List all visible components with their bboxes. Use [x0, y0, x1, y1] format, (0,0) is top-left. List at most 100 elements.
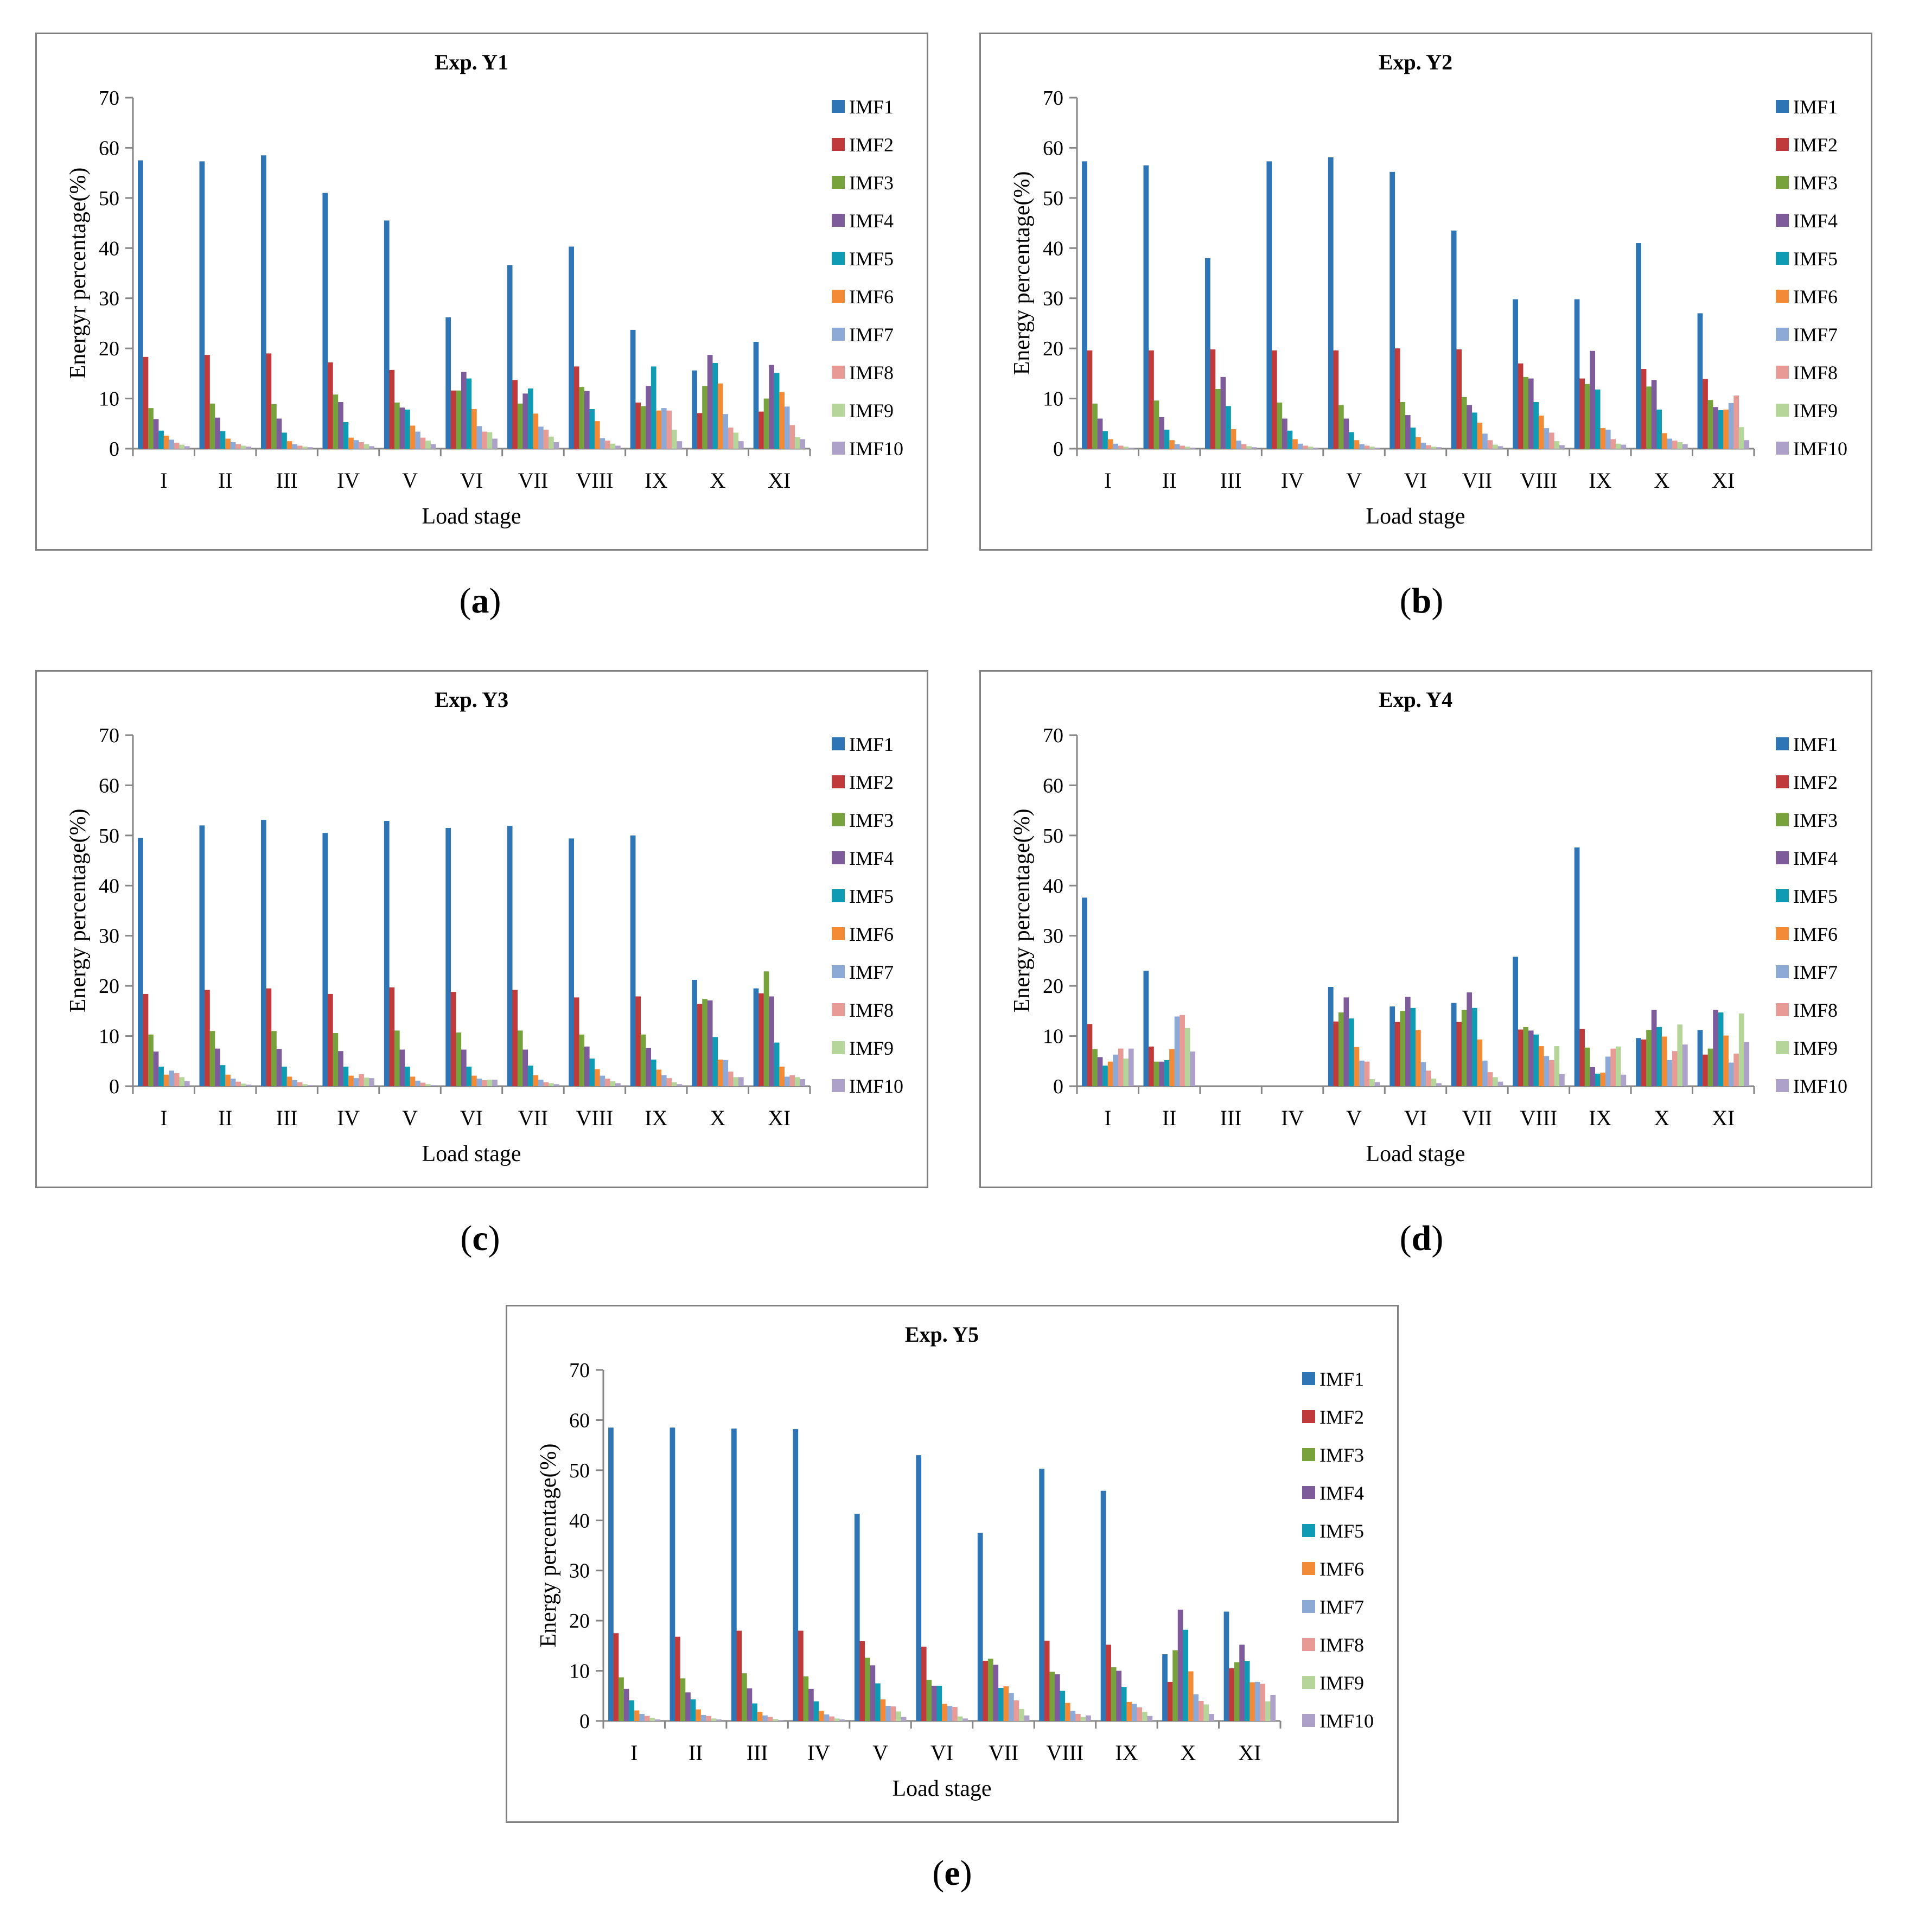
y-tick-label: 10 — [99, 388, 119, 411]
bar-imf3-x — [702, 999, 707, 1086]
bar-imf3-vii — [517, 1030, 523, 1086]
bar-imf9-viii — [1554, 1046, 1560, 1086]
bar-imf8-v — [890, 1706, 896, 1721]
bar-imf9-viii — [1080, 1717, 1086, 1721]
bar-imf2-i — [613, 1633, 619, 1721]
legend-label-imf2: IMF2 — [1319, 1406, 1364, 1428]
x-tick-label: IX — [645, 1106, 667, 1130]
bar-imf6-ii — [1169, 1049, 1175, 1086]
y-tick-label: 40 — [569, 1509, 590, 1532]
bar-imf8-iv — [359, 1074, 364, 1086]
bar-imf1-ii — [199, 825, 205, 1086]
bar-imf7-i — [169, 439, 174, 449]
y-tick-label: 10 — [99, 1025, 119, 1048]
legend-swatch-imf5 — [832, 252, 845, 265]
bar-imf7-x — [1193, 1694, 1199, 1721]
y-tick-label: 70 — [1043, 724, 1063, 747]
bar-imf5-xi — [1244, 1661, 1250, 1721]
legend-label-imf7: IMF7 — [1793, 961, 1838, 983]
y-tick-label: 30 — [1043, 288, 1063, 310]
x-tick-label: XI — [1712, 468, 1735, 493]
bar-imf3-ix — [640, 1034, 646, 1086]
panel-label-a: (a) — [459, 581, 501, 621]
bar-imf1-xi — [1697, 313, 1703, 449]
y-tick-label: 60 — [1043, 137, 1063, 160]
bar-imf2-viii — [1518, 363, 1523, 449]
legend-swatch-imf8 — [1776, 366, 1789, 379]
legend-swatch-imf10 — [1302, 1714, 1315, 1727]
y-tick-label: 70 — [99, 87, 119, 110]
bar-imf10-ix — [1621, 1074, 1627, 1086]
bar-imf2-ii — [205, 990, 210, 1086]
legend-label-imf8: IMF8 — [1319, 1634, 1364, 1656]
bar-imf7-vii — [1482, 1060, 1488, 1086]
bar-imf1-ix — [630, 835, 636, 1086]
bar-imf2-ii — [205, 355, 210, 449]
bar-imf8-i — [1118, 445, 1124, 449]
y-tick-label: 50 — [1043, 825, 1063, 847]
bar-imf4-viii — [1528, 1030, 1534, 1086]
bar-imf4-x — [1651, 1010, 1657, 1086]
legend-label-imf10: IMF10 — [849, 1075, 903, 1097]
legend-label-imf5: IMF5 — [849, 248, 894, 270]
bar-imf5-v — [405, 1066, 410, 1086]
bar-imf10-v — [1374, 1082, 1380, 1086]
legend-swatch-imf1 — [832, 100, 845, 113]
bar-imf1-i — [138, 838, 143, 1086]
bar-imf3-ix — [1584, 384, 1590, 449]
bar-imf1-iv — [1266, 161, 1272, 449]
bar-imf7-ii — [1174, 1016, 1180, 1086]
legend-swatch-imf10 — [1776, 442, 1789, 455]
bar-imf3-xi — [1707, 400, 1713, 449]
legend-label-imf6: IMF6 — [849, 286, 894, 308]
bar-imf10-ii — [1190, 448, 1196, 449]
bar-imf10-v — [430, 1085, 436, 1086]
chart-frame — [35, 670, 928, 1188]
bar-imf5-iv — [343, 422, 349, 449]
bar-imf9-vii — [1019, 1708, 1024, 1721]
bar-imf1-ix — [1574, 299, 1580, 449]
x-tick-label: X — [710, 1106, 725, 1130]
legend-label-imf3: IMF3 — [1793, 172, 1838, 194]
bar-imf2-vii — [1456, 349, 1462, 449]
legend-label-imf9: IMF9 — [1319, 1672, 1364, 1694]
bar-imf1-vi — [916, 1455, 922, 1721]
bar-imf5-vi — [936, 1686, 942, 1721]
x-tick-label: II — [218, 468, 233, 493]
legend-label-imf9: IMF9 — [849, 400, 894, 422]
bar-imf4-iv — [808, 1688, 814, 1721]
legend-swatch-imf7 — [832, 965, 845, 978]
bar-imf7-iii — [292, 444, 297, 449]
legend-swatch-imf1 — [1776, 737, 1789, 750]
bar-imf9-ix — [1615, 1046, 1621, 1086]
bar-imf6-ii — [225, 1074, 231, 1086]
bar-imf5-vi — [466, 1066, 472, 1086]
bar-imf4-vi — [1405, 415, 1411, 449]
legend-label-imf8: IMF8 — [849, 999, 894, 1021]
bar-imf10-ii — [246, 447, 252, 449]
bar-imf5-vi — [1410, 1008, 1416, 1086]
bar-imf3-iv — [803, 1676, 809, 1721]
x-tick-label: VI — [460, 468, 483, 493]
x-tick-label: V — [402, 1106, 418, 1130]
y-tick-label: 10 — [569, 1660, 590, 1683]
bar-imf10-x — [738, 441, 744, 449]
bar-imf3-ii — [209, 1031, 215, 1086]
bar-imf4-x — [1651, 380, 1657, 449]
bar-imf10-viii — [615, 1083, 621, 1086]
bar-imf9-vi — [1431, 447, 1437, 449]
bar-imf3-ii — [680, 1678, 686, 1721]
bar-imf8-v — [420, 1082, 426, 1086]
legend-label-imf4: IMF4 — [1793, 210, 1838, 232]
x-tick-label: II — [689, 1740, 703, 1765]
legend-label-imf1: IMF1 — [1793, 96, 1838, 118]
bar-imf6-iv — [348, 437, 354, 449]
bar-imf1-i — [608, 1427, 614, 1721]
bar-imf7-ix — [1131, 1704, 1137, 1721]
bar-imf8-x — [1198, 1701, 1204, 1721]
bar-imf2-i — [1087, 350, 1093, 449]
bar-imf4-i — [153, 419, 159, 449]
bar-imf7-iv — [1297, 443, 1303, 449]
y-tick-label: 30 — [99, 288, 119, 310]
